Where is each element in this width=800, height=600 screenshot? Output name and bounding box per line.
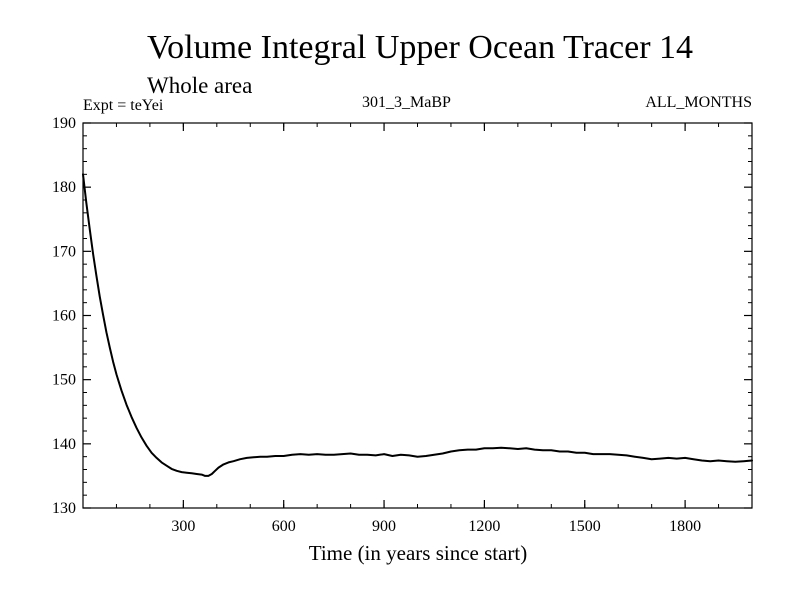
y-tick-label: 190 (52, 115, 76, 132)
y-axis: 130 140 150 160 170 180 190 (52, 115, 752, 517)
chart-title: Volume Integral Upper Ocean Tracer 14 (147, 29, 693, 66)
x-tick-label: 600 (272, 518, 296, 535)
y-tick-label: 150 (52, 372, 76, 389)
plot-frame (82, 122, 753, 509)
series-line (82, 173, 753, 477)
y-tick-label: 130 (52, 500, 76, 517)
y-tick-label: 170 (52, 243, 76, 260)
x-tick-label: 1200 (468, 518, 500, 535)
y-tick-label: 160 (52, 308, 76, 325)
months-label: ALL_MONTHS (645, 94, 752, 111)
x-axis-label: Time (in years since start) (309, 541, 528, 565)
x-tick-label: 900 (372, 518, 396, 535)
x-tick-label: 1500 (569, 518, 601, 535)
x-tick-label: 1800 (669, 518, 701, 535)
chart-subtitle: Whole area (147, 73, 252, 98)
run-label: 301_3_MaBP (362, 94, 451, 111)
y-tick-label: 140 (52, 436, 76, 453)
x-axis: 300 600 900 1200 1500 1800 (115, 123, 720, 535)
experiment-label: Expt = teYei (83, 97, 164, 114)
x-tick-label: 300 (171, 518, 195, 535)
series-layer (82, 173, 753, 477)
y-tick-label: 180 (52, 179, 76, 196)
